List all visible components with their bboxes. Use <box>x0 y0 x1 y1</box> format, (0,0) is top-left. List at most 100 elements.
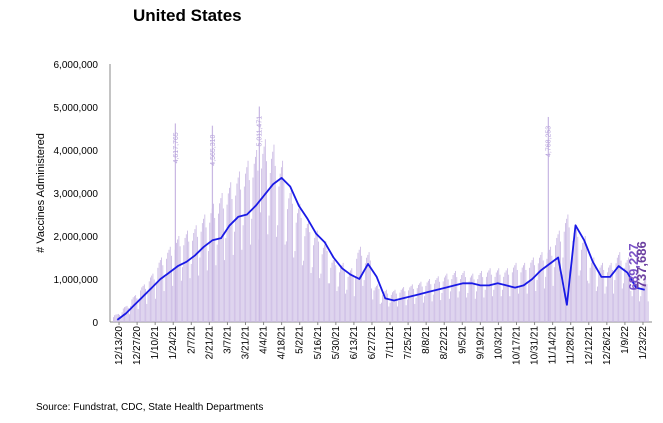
daily-bar <box>489 268 491 322</box>
daily-bar <box>242 225 244 322</box>
daily-bar <box>232 254 234 322</box>
daily-bar <box>269 173 271 322</box>
daily-bar <box>372 299 374 322</box>
daily-bar <box>346 289 348 322</box>
daily-bar <box>630 291 632 322</box>
x-tick-label: 7/25/21 <box>403 326 414 360</box>
daily-bar <box>300 217 302 322</box>
daily-bar <box>364 263 366 322</box>
x-tick-label: 12/26/21 <box>602 326 613 365</box>
daily-bar <box>234 231 235 322</box>
daily-bar <box>605 286 607 322</box>
spike-label: 4,617,765 <box>173 132 180 163</box>
daily-bar <box>183 245 185 322</box>
x-tick-label: 1/9/22 <box>620 326 631 354</box>
x-tick-label: 10/31/21 <box>530 326 541 365</box>
daily-bar <box>520 272 522 322</box>
daily-bar <box>488 270 490 322</box>
daily-bar <box>540 254 542 322</box>
daily-bar <box>143 284 145 322</box>
y-tick-label: 5,000,000 <box>54 103 99 114</box>
daily-bar <box>443 277 445 322</box>
daily-bar <box>273 144 275 322</box>
daily-bar <box>604 293 606 322</box>
daily-bar <box>416 288 418 322</box>
daily-bar <box>515 262 517 322</box>
daily-bar <box>164 276 166 322</box>
daily-bar <box>274 165 276 322</box>
daily-bar <box>593 257 595 322</box>
daily-bar <box>336 291 338 322</box>
daily-bar <box>332 260 334 322</box>
daily-bar <box>147 292 149 322</box>
daily-bar <box>445 275 447 322</box>
x-tick-label: 4/18/21 <box>277 326 288 360</box>
daily-bar <box>592 260 594 322</box>
daily-bar <box>248 180 250 322</box>
daily-bar <box>482 277 484 322</box>
daily-bar <box>216 244 218 322</box>
daily-bar <box>252 177 254 322</box>
daily-bar <box>352 274 354 322</box>
y-tick-label: 0 <box>92 318 98 329</box>
x-tick-label: 7/11/21 <box>385 326 396 359</box>
daily-bar <box>150 277 151 322</box>
daily-bar <box>569 270 571 322</box>
daily-bar <box>468 281 470 322</box>
daily-bar <box>451 279 453 322</box>
daily-bar <box>594 265 596 322</box>
daily-bar <box>243 186 245 322</box>
x-tick-label: 1/23/22 <box>638 326 649 360</box>
x-tick-label: 3/7/21 <box>222 326 233 354</box>
daily-bar <box>224 260 225 322</box>
daily-bar <box>425 285 427 322</box>
daily-bar <box>437 276 439 322</box>
daily-bar <box>194 229 196 322</box>
bars-layer <box>113 139 649 322</box>
daily-bar <box>267 234 269 322</box>
end-value-label: 737,686 <box>634 241 649 288</box>
daily-bar <box>115 314 117 322</box>
chart-title: United States <box>133 6 242 25</box>
daily-bar <box>427 280 429 322</box>
daily-bar <box>135 295 137 322</box>
daily-bar <box>167 252 169 322</box>
daily-bar <box>521 267 523 322</box>
y-tick-label: 1,000,000 <box>54 275 99 286</box>
daily-bar <box>219 203 221 322</box>
daily-bar <box>500 296 502 322</box>
daily-bar <box>351 268 353 322</box>
daily-bar <box>253 163 255 322</box>
daily-bar <box>127 307 129 322</box>
y-tick-label: 2,000,000 <box>54 232 99 243</box>
daily-bar <box>573 232 575 322</box>
daily-bar <box>484 289 486 322</box>
daily-bar <box>598 272 600 322</box>
daily-bar <box>578 275 580 322</box>
daily-bar <box>529 267 531 322</box>
daily-bar <box>272 151 274 322</box>
daily-bar <box>623 283 624 322</box>
daily-bar <box>516 269 518 322</box>
daily-bar <box>289 193 291 322</box>
daily-bar <box>435 279 437 322</box>
spike-layer: 4,617,765 4,565,310 5,011,471 4,768,253 <box>173 106 553 323</box>
daily-bar <box>532 257 534 322</box>
end-value-label: 689,227 <box>626 243 641 290</box>
daily-bar <box>463 270 465 322</box>
daily-bar <box>294 251 296 322</box>
daily-bar <box>256 150 258 322</box>
daily-bar <box>229 187 230 322</box>
x-tick-label: 5/16/21 <box>313 326 324 360</box>
daily-bar <box>577 236 579 322</box>
daily-bar <box>523 265 524 322</box>
daily-bar <box>383 292 385 322</box>
daily-bar <box>399 292 401 322</box>
x-tick-label: 12/27/20 <box>132 326 143 365</box>
x-tick-label: 12/13/20 <box>114 326 125 365</box>
daily-bar <box>476 291 477 322</box>
x-tick-label: 5/2/21 <box>295 326 306 354</box>
daily-bar <box>548 249 550 322</box>
daily-bar <box>382 294 384 322</box>
